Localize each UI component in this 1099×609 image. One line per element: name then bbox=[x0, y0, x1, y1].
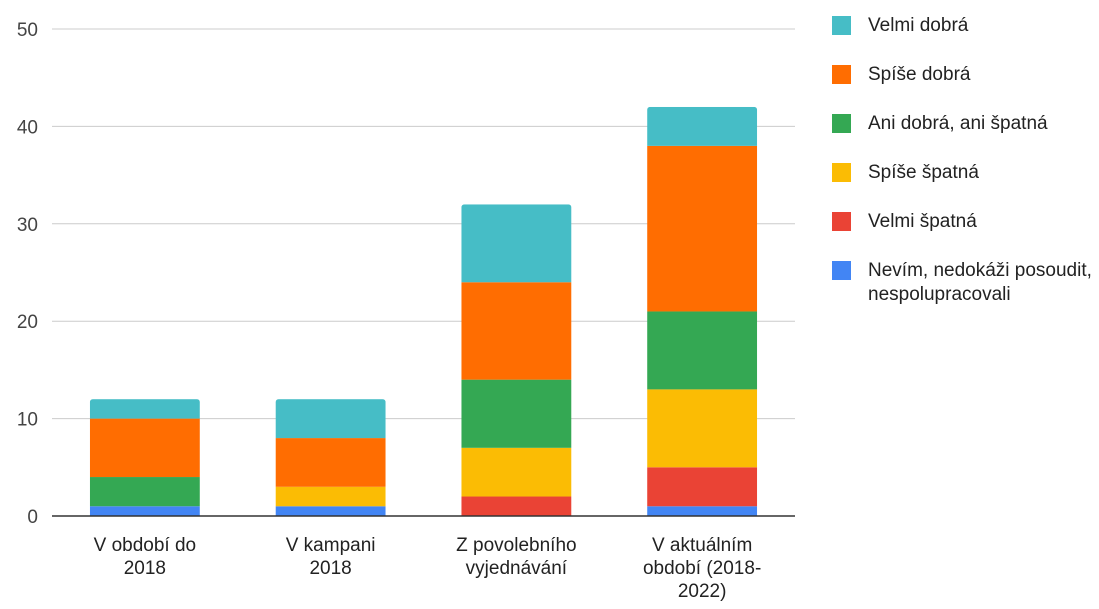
x-category-label: Z povolebního vyjednávání bbox=[456, 535, 576, 579]
legend-swatch bbox=[832, 65, 851, 84]
y-tick-label: 30 bbox=[17, 215, 38, 236]
x-category-label-line: 2022) bbox=[678, 581, 727, 602]
y-tick-label: 50 bbox=[17, 20, 38, 41]
legend-item: Spíše dobrá bbox=[832, 63, 1097, 87]
bar-segment bbox=[647, 389, 758, 468]
legend-label: Velmi dobrá bbox=[868, 15, 969, 36]
bar-segment bbox=[461, 496, 572, 516]
legend-label: Spíše dobrá bbox=[868, 64, 971, 85]
y-axis-ticks: 0 10 20 30 40 50 bbox=[17, 20, 38, 528]
bar-segment bbox=[275, 438, 386, 487]
bar-segment bbox=[647, 106, 758, 146]
bar-segment bbox=[461, 379, 572, 448]
bars bbox=[89, 106, 758, 516]
x-category-label-line: období (2018- bbox=[643, 558, 761, 579]
legend-item: Velmi dobrá bbox=[832, 14, 1097, 38]
x-category-label-line: V aktuálním bbox=[652, 535, 752, 556]
x-category-label-line: 2018 bbox=[309, 558, 351, 579]
bar-segment bbox=[89, 418, 200, 478]
legend-swatch bbox=[832, 212, 851, 231]
y-tick-label: 10 bbox=[17, 410, 38, 431]
bar-segment bbox=[89, 399, 200, 419]
legend-item: Velmi špatná bbox=[832, 210, 1097, 234]
bar-segment bbox=[461, 204, 572, 283]
bar-segment bbox=[647, 506, 758, 516]
x-category-label-line: V kampani bbox=[286, 535, 376, 556]
legend-item: Nevím, nedokáži posoudit, nespolupracova… bbox=[832, 259, 1097, 307]
legend-swatch bbox=[832, 16, 851, 35]
legend-item: Ani dobrá, ani špatná bbox=[832, 112, 1097, 136]
bar-segment bbox=[89, 477, 200, 507]
bar-stack bbox=[275, 399, 386, 516]
bar-segment bbox=[647, 467, 758, 507]
legend-swatch bbox=[832, 261, 851, 280]
x-category-label: V aktuálním období (2018-2022) bbox=[643, 535, 761, 602]
legend: Velmi dobrá Spíše dobrá Ani dobrá, ani špa… bbox=[832, 14, 1097, 332]
x-category-label-line: vyjednávání bbox=[466, 558, 568, 579]
x-category-label: V kampani 2018 bbox=[286, 535, 376, 579]
y-tick-label: 40 bbox=[17, 117, 38, 138]
x-category-label-line: V období do bbox=[94, 535, 196, 556]
bar-segment bbox=[89, 506, 200, 516]
x-category-label-line: 2018 bbox=[124, 558, 166, 579]
bar-stack bbox=[89, 399, 200, 516]
legend-item: Spíše špatná bbox=[832, 161, 1097, 185]
bar-segment bbox=[275, 399, 386, 439]
y-tick-label: 20 bbox=[17, 312, 38, 333]
legend-label: Spíše špatná bbox=[868, 162, 979, 183]
bar-segment bbox=[647, 311, 758, 390]
legend-label: Velmi špatná bbox=[868, 211, 977, 232]
bar-stack bbox=[461, 204, 572, 516]
x-category-label: V období do 2018 bbox=[94, 535, 196, 579]
y-tick-label: 0 bbox=[27, 507, 38, 528]
x-category-label-line: Z povolebního bbox=[456, 535, 576, 556]
bar-segment bbox=[461, 447, 572, 497]
legend-swatch bbox=[832, 114, 851, 133]
legend-label: Ani dobrá, ani špatná bbox=[868, 113, 1048, 134]
bar-segment bbox=[461, 282, 572, 380]
legend-swatch bbox=[832, 163, 851, 182]
bar-segment bbox=[275, 486, 386, 507]
bar-segment bbox=[275, 506, 386, 516]
bar-stack bbox=[647, 106, 758, 516]
bar-segment bbox=[647, 145, 758, 312]
legend-label: Nevím, nedokáži posoudit, nespolupracova… bbox=[868, 260, 1092, 305]
